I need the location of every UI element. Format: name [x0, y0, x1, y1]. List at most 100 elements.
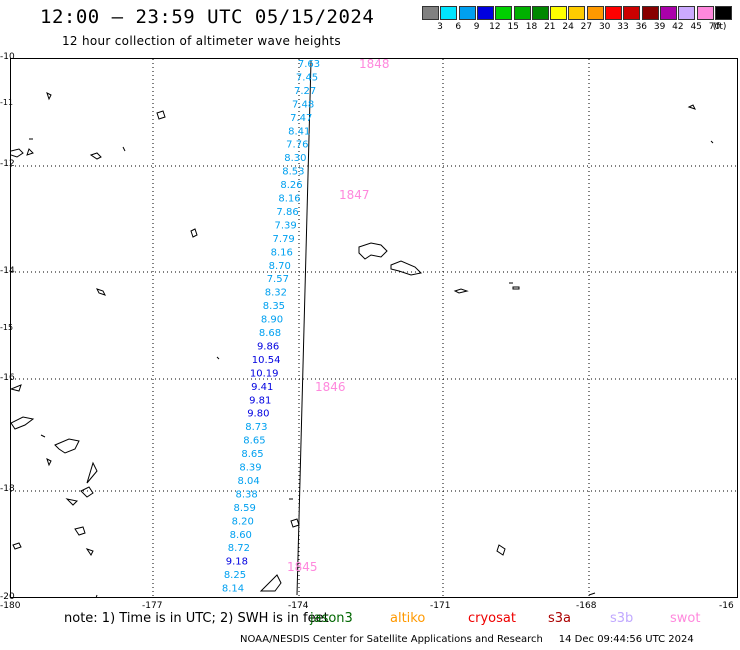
lau-8: [74, 526, 86, 536]
lau-3: [40, 434, 46, 438]
legend-label: 30: [598, 22, 611, 32]
wave-height-value: 8.20: [232, 516, 254, 527]
sat-label-jason3: jason3: [310, 611, 353, 626]
lat-tick-5: -20: [0, 592, 15, 602]
legend-swatch: [696, 6, 714, 20]
wave-height-value: 7.79: [273, 234, 295, 245]
lon-tick-1: -177: [142, 601, 163, 611]
wave-height-value: 8.60: [230, 530, 252, 541]
legend-label: 45: [690, 22, 702, 32]
legend-label: 39: [653, 22, 666, 32]
wave-height-value: 7.76: [286, 140, 308, 151]
wave-height-value: 9.86: [257, 341, 279, 352]
wave-height-value: 8.26: [280, 180, 302, 191]
wave-height-value: 8.38: [236, 489, 258, 500]
savaii-island: [390, 260, 423, 276]
legend-swatch: [422, 6, 439, 20]
legend-swatch: [678, 6, 696, 20]
wave-height-value: 8.41: [288, 126, 310, 137]
footer-agency: NOAA/NESDIS Center for Satellite Applica…: [240, 634, 543, 645]
wave-height-value: 7.48: [292, 99, 314, 110]
wave-height-value: 7.39: [274, 220, 296, 231]
lau-2: [11, 384, 22, 392]
wave-height-value: 8.73: [245, 422, 267, 433]
vanua-levu: [11, 416, 35, 430]
fiji-north-3: [122, 146, 126, 152]
wave-height-value: 7.63: [298, 59, 320, 70]
lat-tick-3: -16: [0, 373, 15, 383]
legend-label: 70: [708, 22, 721, 32]
wave-height-value: 8.04: [237, 476, 259, 487]
lat-tick-4: -18: [0, 484, 15, 494]
note-text: note: 1) Time is in UTC; 2) SWH is in fe…: [64, 611, 329, 626]
futuna-island: [96, 288, 106, 296]
graticule: [11, 59, 737, 597]
footer-timestamp: 14 Dec 09:44:56 UTC 2024: [558, 634, 694, 645]
wave-height-value: 8.25: [224, 570, 246, 581]
sat-label-swot: swot: [670, 611, 701, 626]
lau-6: [65, 498, 79, 506]
lat-tick-2: -14: [0, 266, 15, 276]
wave-height-value: 9.80: [247, 409, 269, 420]
lau-4: [46, 458, 52, 467]
wave-height-value: 8.32: [265, 288, 287, 299]
legend-unit: (ft): [712, 22, 727, 32]
satellite-track: [296, 60, 312, 596]
niue: [588, 592, 596, 596]
wave-height-value: 8.16: [278, 194, 300, 205]
legend-swatch: [714, 6, 732, 20]
wave-height-value: 8.14: [222, 584, 244, 595]
legend-label: 21: [544, 22, 556, 32]
sat-label-altiko: altiko: [390, 611, 426, 626]
sat-label-s3a: s3a: [548, 611, 572, 626]
wave-height-value: 8.30: [284, 153, 306, 164]
lau-1: [54, 438, 80, 454]
wave-height-value: 8.68: [259, 328, 281, 339]
legend-label: 36: [635, 22, 648, 32]
wave-height-value: 8.16: [271, 247, 293, 258]
tokelau-2: [710, 140, 714, 144]
wave-height-value: 8.53: [282, 167, 304, 178]
legend-swatch: [623, 6, 641, 20]
lon-tick-5: -16: [719, 601, 734, 611]
legend-label: 27: [580, 22, 593, 32]
wave-height-value: 9.41: [251, 382, 273, 393]
sat-label-s3b: s3b: [610, 611, 634, 626]
tonga-3: [496, 544, 506, 556]
rotuma-island: [46, 92, 52, 101]
tonga-2: [290, 518, 300, 528]
legend-label: 12: [489, 22, 501, 32]
tonga-4: [259, 574, 282, 592]
page-title: 12:00 — 23:59 UTC 05/15/2024: [40, 6, 375, 28]
lat-minor-0: -11: [0, 98, 14, 107]
lon-tick-4: -168: [576, 601, 597, 611]
map-panel: 7.63 7.45 7.27 7.48 7.47 8.41 7.76 8.30 8.53 8.26…: [10, 58, 738, 598]
manua-island: [512, 286, 520, 290]
pass-time-label: 1847: [339, 188, 370, 202]
legend-label: 15: [507, 22, 519, 32]
legend-swatch: [440, 6, 458, 20]
legend-swatch: [605, 6, 622, 20]
legend-label: 18: [525, 22, 538, 32]
lat-minor-1: -15: [0, 323, 14, 332]
wave-height-value: 8.65: [243, 436, 265, 447]
legend-swatch: [641, 6, 659, 20]
legend-label: 42: [672, 22, 684, 32]
upolu-island: [358, 242, 388, 260]
wave-height-value: 10.54: [252, 355, 281, 366]
wave-height-value: 8.39: [239, 463, 261, 474]
legend-label: 33: [617, 22, 629, 32]
wave-height-value: 10.19: [250, 368, 279, 379]
wallis-island: [190, 228, 198, 238]
lau-9: [85, 548, 94, 556]
legend-swatch: [659, 6, 677, 20]
legend-swatch: [586, 6, 604, 20]
page-subtitle: 12 hour collection of altimeter wave hei…: [62, 34, 341, 48]
legend-label: 3: [437, 22, 443, 32]
wave-height-value: 9.81: [249, 395, 271, 406]
isle-b: [95, 594, 98, 597]
tokelau: [687, 104, 696, 110]
tutuila-island: [453, 288, 469, 294]
lon-tick-0: -180: [0, 601, 21, 611]
legend-swatch: [550, 6, 568, 20]
